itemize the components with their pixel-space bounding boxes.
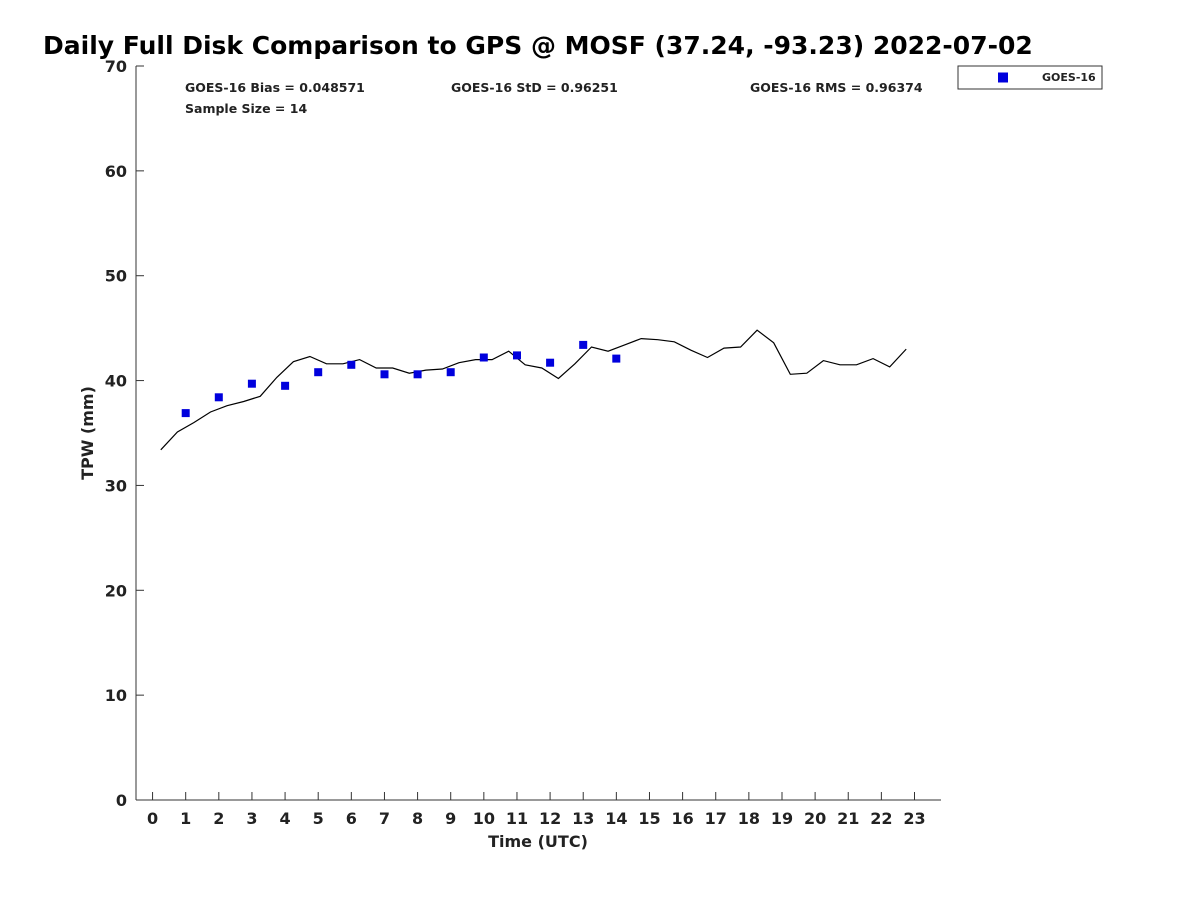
legend-marker-goes16: [998, 72, 1008, 83]
y-tick-label: 0: [116, 791, 127, 810]
x-tick-label: 0: [147, 809, 158, 828]
x-tick-label: 1: [180, 809, 191, 828]
x-tick-label: 20: [804, 809, 826, 828]
x-tick-label: 2: [213, 809, 224, 828]
y-tick-label: 40: [105, 372, 127, 391]
x-axis-label: Time (UTC): [488, 832, 588, 851]
x-tick-label: 15: [638, 809, 660, 828]
legend-label-goes16: GOES-16: [1042, 71, 1096, 84]
y-tick-label: 70: [105, 57, 127, 76]
y-tick-label: 10: [105, 686, 127, 705]
goes16-data-point: [214, 393, 223, 402]
goes16-data-point: [314, 368, 323, 377]
axes: 0 1 2 3 4 5 6 7 8 9 10 11 12 13 14 15 16 17 18 19 20 21 22 2301…: [105, 57, 941, 828]
goes16-data-point: [347, 360, 356, 369]
x-tick-label: 19: [771, 809, 793, 828]
goes16-data-point: [281, 381, 290, 390]
x-tick-label: 13: [572, 809, 594, 828]
chart-title: Daily Full Disk Comparison to GPS @ MOSF…: [43, 31, 1033, 60]
x-tick-label: 3: [246, 809, 257, 828]
y-tick-label: 30: [105, 476, 127, 495]
x-tick-label: 6: [346, 809, 357, 828]
x-tick-label: 14: [605, 809, 627, 828]
y-axis-label: TPW (mm): [78, 386, 97, 480]
x-tick-label: 22: [870, 809, 892, 828]
x-tick-label: 4: [280, 809, 291, 828]
goes16-data-point: [380, 370, 389, 379]
legend: GOES-16: [957, 65, 1103, 90]
gps-line: [160, 329, 907, 451]
goes16-data-point: [513, 351, 521, 360]
x-tick-label: 10: [473, 809, 495, 828]
goes16-data-point: [546, 358, 555, 367]
stat-rms: GOES-16 RMS = 0.96374: [750, 80, 923, 95]
stat-sample-size: Sample Size = 14: [185, 101, 307, 116]
stat-bias: GOES-16 Bias = 0.048571: [185, 80, 365, 95]
x-tick-label: 11: [506, 809, 528, 828]
goes16-data-point: [413, 370, 422, 379]
goes16-scatter-series: [181, 340, 621, 418]
x-tick-label: 9: [445, 809, 456, 828]
x-tick-label: 23: [903, 809, 925, 828]
stat-std: GOES-16 StD = 0.96251: [451, 80, 618, 95]
legend-box: [957, 65, 1103, 90]
x-tick-label: 5: [313, 809, 324, 828]
goes16-data-point: [479, 353, 488, 362]
y-tick-label: 50: [105, 267, 127, 286]
goes16-data-point: [247, 379, 256, 388]
x-tick-label: 7: [379, 809, 390, 828]
x-tick-label: 8: [412, 809, 423, 828]
x-tick-label: 12: [539, 809, 561, 828]
goes16-data-point: [579, 340, 588, 349]
y-tick-label: 20: [105, 581, 127, 600]
goes16-data-point: [612, 354, 621, 363]
x-tick-label: 17: [705, 809, 727, 828]
goes16-data-point: [181, 409, 190, 418]
x-tick-label: 16: [671, 809, 693, 828]
y-tick-label: 60: [105, 162, 127, 181]
gps-line-series: [160, 329, 907, 451]
x-tick-label: 21: [837, 809, 859, 828]
x-tick-label: 18: [738, 809, 760, 828]
goes16-data-point: [446, 368, 455, 377]
